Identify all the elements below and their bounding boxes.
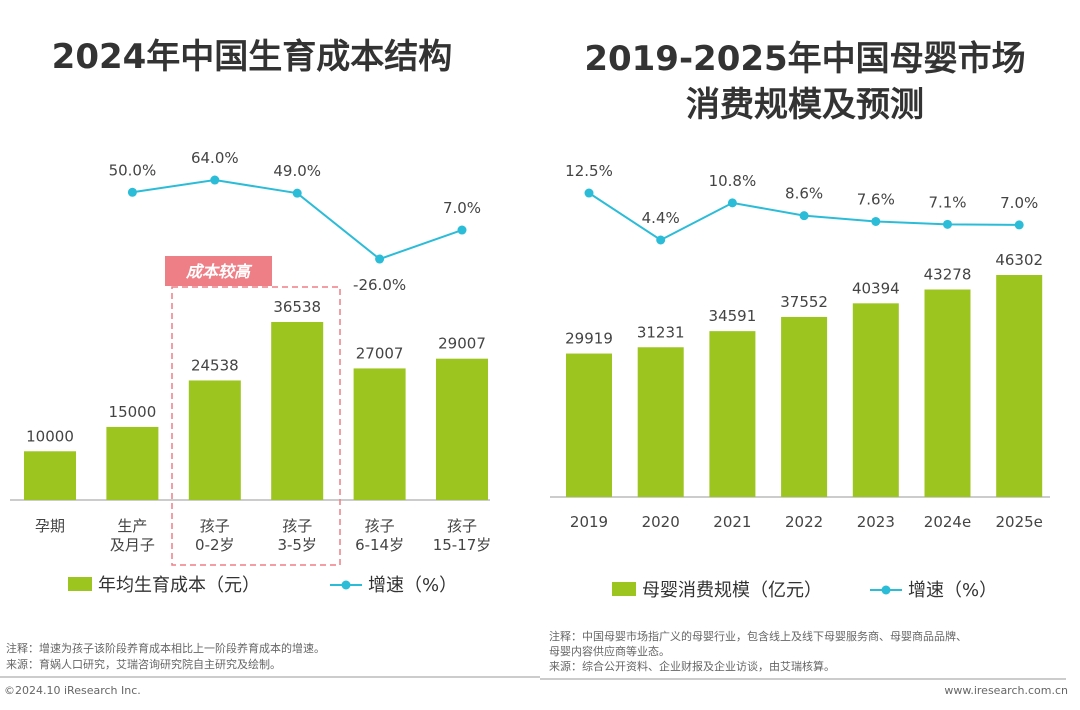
category-label: 2023 — [857, 513, 895, 531]
growth-value-label: 7.0% — [1000, 194, 1038, 212]
bar — [709, 331, 756, 497]
category-label: 2022 — [785, 513, 823, 531]
bar — [637, 347, 684, 497]
category-label: 孩子 — [365, 517, 395, 535]
category-label: 3-5岁 — [277, 536, 317, 554]
bar-value-label: 31231 — [637, 323, 685, 341]
growth-point — [799, 211, 809, 221]
left-chart-title: 2024年中国生育成本结构 — [52, 37, 453, 77]
right-legend-line-label: 增速（%） — [908, 580, 997, 601]
bar-value-label: 40394 — [852, 279, 900, 297]
category-label: 15-17岁 — [433, 536, 492, 554]
right-legend-line-marker — [881, 585, 891, 595]
growth-value-label: 10.8% — [709, 172, 757, 190]
right-source: 来源：综合公开资料、企业财报及企业访谈，由艾瑞核算。 — [549, 659, 835, 673]
bar-value-label: 24538 — [191, 356, 239, 374]
growth-point — [656, 235, 666, 245]
right-chart-title-line2: 消费规模及预测 — [686, 85, 924, 125]
highlight-dashed-box — [171, 286, 341, 566]
bar — [188, 380, 241, 500]
left-legend-bar-swatch — [68, 577, 92, 591]
category-label: 2024e — [924, 513, 971, 531]
bar-value-label: 27007 — [356, 344, 404, 362]
bar-value-label: 37552 — [780, 293, 828, 311]
category-label: 及月子 — [110, 536, 155, 554]
growth-value-label: 49.0% — [273, 162, 321, 180]
growth-point — [127, 187, 137, 197]
growth-value-label: 7.0% — [443, 199, 481, 217]
bar-value-label: 34591 — [709, 307, 757, 325]
growth-point — [871, 216, 881, 226]
highlight-label-box — [165, 256, 272, 286]
bar — [271, 322, 324, 500]
category-label: 孩子 — [282, 517, 312, 535]
growth-value-label: 7.1% — [928, 193, 966, 211]
bar — [781, 316, 828, 497]
left-legend-line-marker — [341, 580, 351, 590]
growth-point — [584, 188, 594, 198]
growth-point — [457, 225, 467, 235]
growth-value-label: 50.0% — [109, 161, 157, 179]
category-label: 2019 — [570, 513, 608, 531]
growth-point — [1014, 220, 1024, 230]
bar — [852, 303, 899, 497]
left-source: 来源：育娲人口研究，艾瑞咨询研究院自主研究及绘制。 — [6, 657, 281, 671]
highlight-label: 成本较高 — [185, 262, 253, 281]
bar-value-label: 46302 — [995, 251, 1043, 269]
bar — [24, 451, 76, 500]
category-label: 2025e — [995, 513, 1042, 531]
bar-value-label: 36538 — [273, 298, 321, 316]
left-legend-bar-label: 年均生育成本（元） — [98, 575, 260, 596]
bar — [924, 289, 971, 497]
bar — [106, 426, 159, 500]
growth-value-label: 7.6% — [857, 190, 895, 208]
growth-value-label: 8.6% — [785, 185, 823, 203]
right-legend-bar-label: 母婴消费规模（亿元） — [642, 580, 822, 601]
category-label: 2021 — [713, 513, 751, 531]
growth-point — [375, 254, 385, 264]
category-label: 生产 — [117, 517, 147, 535]
category-label: 孩子 — [447, 517, 477, 535]
left-chart: 10000孕期15000生产及月子24538孩子0-2岁36538孩子3-5岁2… — [10, 149, 491, 554]
right-legend-bar-swatch — [612, 582, 636, 596]
copyright: ©2024.10 iResearch Inc. — [4, 684, 141, 697]
growth-value-label: -26.0% — [353, 276, 406, 294]
bar — [436, 358, 488, 500]
right-note-line1: 注释：中国母婴市场指广义的母婴行业，包含线上及线下母婴服务商、母婴商品品牌、 — [549, 629, 967, 643]
growth-point — [292, 188, 302, 198]
category-label: 0-2岁 — [195, 536, 235, 554]
growth-point — [210, 175, 220, 185]
category-label: 6-14岁 — [355, 536, 404, 554]
bar-value-label: 29919 — [565, 330, 613, 348]
right-note-line2: 母婴内容供应商等业态。 — [549, 644, 670, 658]
growth-point — [727, 198, 737, 208]
growth-value-label: 64.0% — [191, 149, 239, 167]
bar-value-label: 10000 — [26, 427, 74, 445]
right-chart-title-line1: 2019-2025年中国母婴市场 — [584, 39, 1025, 79]
left-legend-line-label: 增速（%） — [368, 575, 457, 596]
category-label: 2020 — [642, 513, 680, 531]
bar-value-label: 29007 — [438, 335, 486, 353]
category-label: 孩子 — [200, 517, 230, 535]
growth-value-label: 4.4% — [642, 209, 680, 227]
website: www.iresearch.com.cn — [944, 684, 1068, 697]
bar — [996, 275, 1043, 497]
bar-value-label: 15000 — [109, 403, 157, 421]
category-label: 孕期 — [35, 517, 65, 535]
growth-value-label: 12.5% — [565, 162, 613, 180]
bar — [566, 353, 612, 497]
left-note: 注释：增速为孩子该阶段养育成本相比上一阶段养育成本的增速。 — [6, 641, 325, 655]
right-chart: 29919 2019 31231 2020 34591 2021 37552 2022 4039… — [550, 162, 1050, 531]
bar-value-label: 43278 — [924, 265, 972, 283]
growth-point — [943, 219, 952, 229]
bar — [353, 368, 406, 500]
